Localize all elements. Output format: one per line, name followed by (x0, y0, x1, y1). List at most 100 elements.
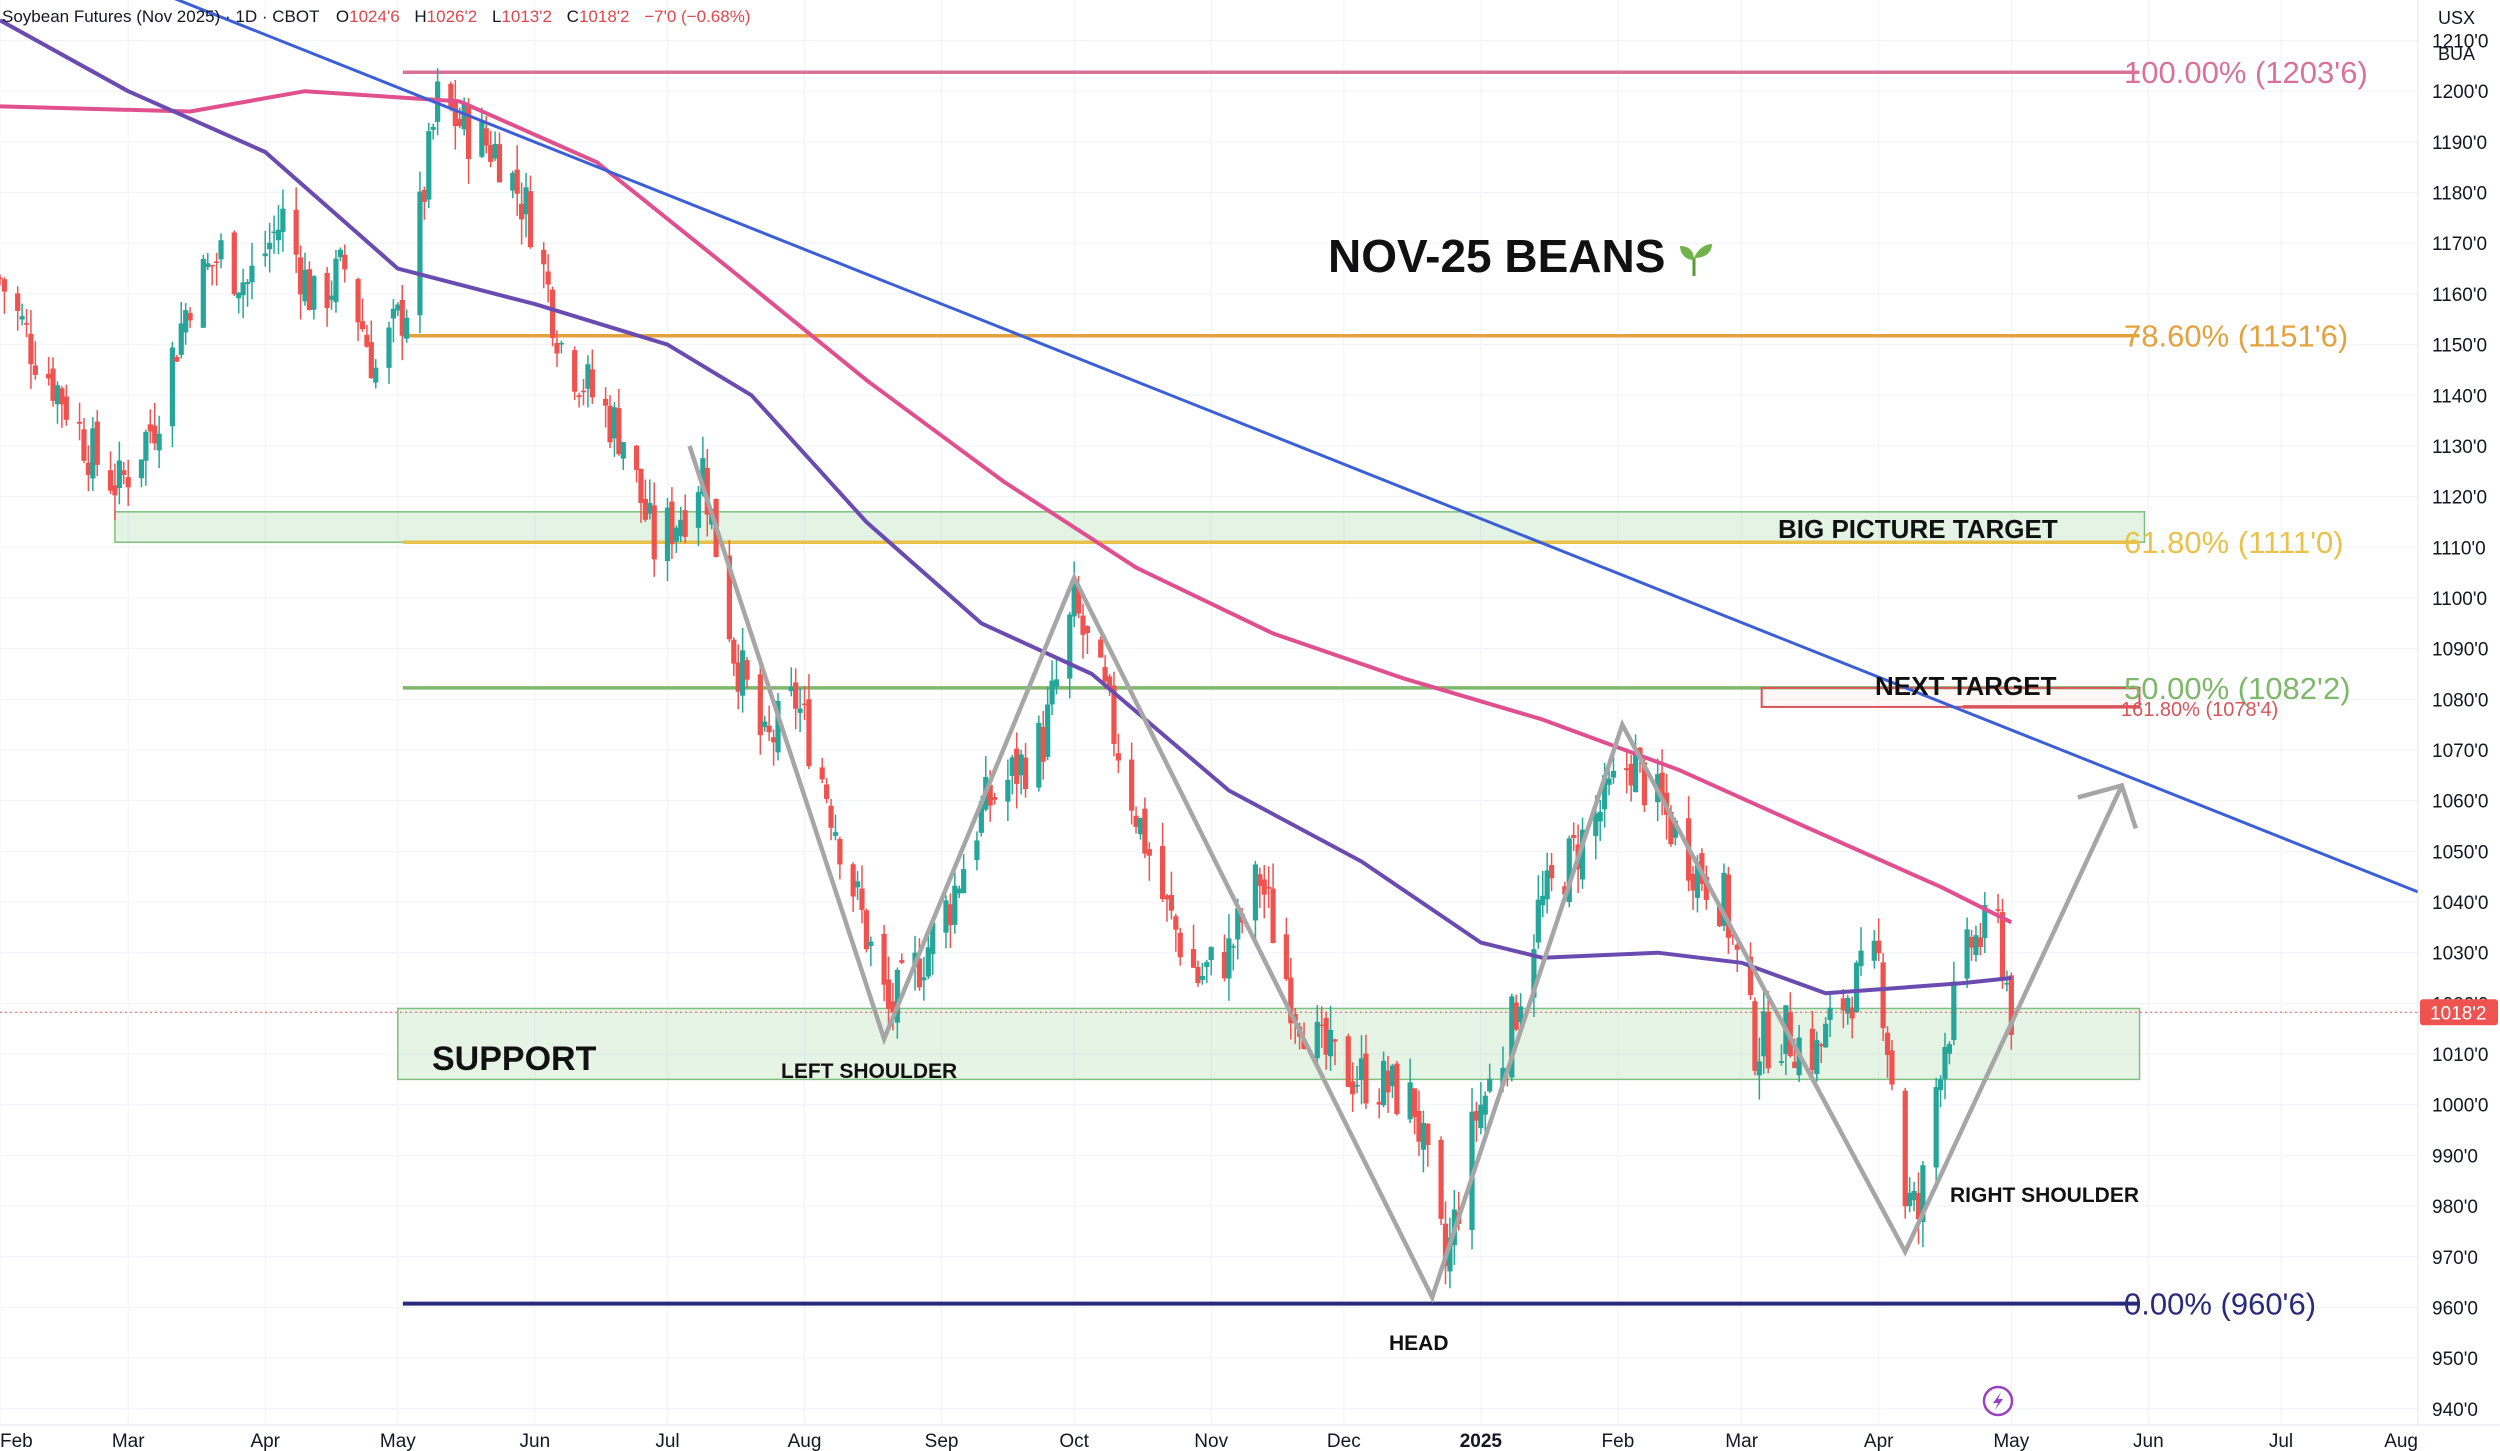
price-tick-label: 980'0 (2432, 1197, 2478, 1218)
candle-body (899, 960, 905, 963)
candle-body (183, 310, 189, 333)
moving-averages (0, 18, 2013, 996)
head-and-shoulders-pattern (687, 445, 2138, 1304)
candle-body (775, 700, 781, 753)
candle-body (549, 289, 556, 338)
candle-body (541, 249, 547, 265)
candle-body (1345, 1036, 1351, 1087)
time-tick-label: May (1993, 1431, 2029, 1451)
moving-average-ma-200 (0, 89, 2013, 925)
candle-body (832, 832, 839, 836)
candle-body (620, 442, 626, 459)
candle-body (430, 126, 436, 130)
candle-body (740, 650, 746, 696)
candle-body (987, 784, 993, 806)
candle-body (156, 433, 162, 451)
candle-body (1173, 916, 1179, 930)
candle-body (306, 269, 313, 310)
candle-body (894, 969, 900, 1023)
candle-body (488, 145, 494, 162)
price-tick-label: 1130'0 (2432, 437, 2487, 458)
candle-body (616, 408, 622, 455)
candle-body (342, 254, 348, 270)
time-tick-label: Jul (2269, 1431, 2293, 1451)
candle-body (143, 431, 149, 461)
candle-body (479, 121, 485, 157)
candle-body (1133, 815, 1139, 827)
candle-body (1129, 759, 1135, 811)
candle-body (1933, 1087, 1939, 1168)
candle-body (231, 232, 237, 295)
candle-body (1915, 1192, 1922, 1220)
candle-body (262, 253, 268, 257)
price-tick-label: 1080'0 (2432, 690, 2488, 711)
candle-body (1283, 934, 1289, 980)
time-tick-label: Oct (1059, 1431, 1089, 1451)
unit-button[interactable]: BUA (2438, 44, 2475, 64)
price-tick-label: 940'0 (2432, 1400, 2478, 1421)
candle-body (1204, 962, 1210, 967)
pattern-zigzag (687, 445, 2124, 1304)
candle-body (1694, 861, 1701, 898)
candle-body (1849, 1007, 1855, 1019)
fib-label-6180: 61.80% (1111'0) (2124, 525, 2344, 560)
high-label: H (414, 7, 426, 26)
candle-body (854, 881, 861, 888)
candle-body (147, 424, 153, 432)
candle-body (1478, 1104, 1484, 1129)
price-tick-label: 1200'0 (2432, 82, 2488, 103)
candle-body (651, 505, 657, 560)
candle-body (1540, 895, 1546, 906)
currency-button[interactable]: USX (2438, 8, 2475, 28)
candle-body (1968, 936, 1975, 948)
candle-body (1067, 614, 1073, 679)
candle-body (978, 801, 984, 833)
time-tick-label: Apr (250, 1431, 280, 1451)
time-tick-label: Aug (788, 1431, 822, 1451)
candle-body (890, 1001, 896, 1013)
candle-body (275, 229, 282, 241)
candle-body (1018, 754, 1024, 776)
candle-body (793, 682, 799, 709)
candle-body (514, 169, 520, 194)
candle-body (174, 356, 180, 362)
candle-body (1668, 811, 1674, 845)
candle-body (1487, 1078, 1493, 1092)
candle-body (580, 390, 587, 393)
price-zones (114, 511, 2146, 1081)
candle-body (1257, 874, 1263, 886)
lightning-icon[interactable] (1982, 1385, 2014, 1417)
candle-body (1080, 615, 1086, 635)
candle-body (1641, 762, 1648, 806)
candle-body (1716, 906, 1723, 927)
price-tick-label: 960'0 (2432, 1298, 2478, 1319)
candle-body (1845, 997, 1851, 1014)
candle-body (90, 428, 96, 479)
candle-body (1659, 772, 1665, 802)
close-label: C (567, 7, 579, 26)
fibonacci-levels (402, 70, 2141, 1306)
candle-body (1597, 811, 1603, 822)
candle-body (1942, 1046, 1948, 1079)
candle-body (1111, 685, 1117, 744)
candle-body (673, 527, 679, 542)
time-tick-label: Mar (112, 1431, 145, 1451)
time-axis[interactable]: Feb Mar Apr May Jun Jul Aug Sep Oct Nov Dec 2025 Feb… (0, 1424, 2500, 1451)
candle-body (355, 279, 361, 323)
candle-body (1014, 748, 1020, 784)
candle-body (205, 263, 211, 268)
candle-body (1579, 829, 1586, 880)
candle-body (1142, 808, 1148, 854)
candle-body (1394, 1063, 1400, 1115)
candle-body (1920, 1165, 1926, 1223)
candle-body (1721, 872, 1727, 926)
price-tick-label: 1160'0 (2432, 285, 2487, 306)
candle-body (1593, 813, 1599, 836)
candle-body (1416, 1110, 1422, 1142)
candle-body (1858, 950, 1864, 967)
candle-body (828, 805, 834, 828)
candle-body (527, 191, 534, 248)
candle-body (766, 725, 772, 733)
